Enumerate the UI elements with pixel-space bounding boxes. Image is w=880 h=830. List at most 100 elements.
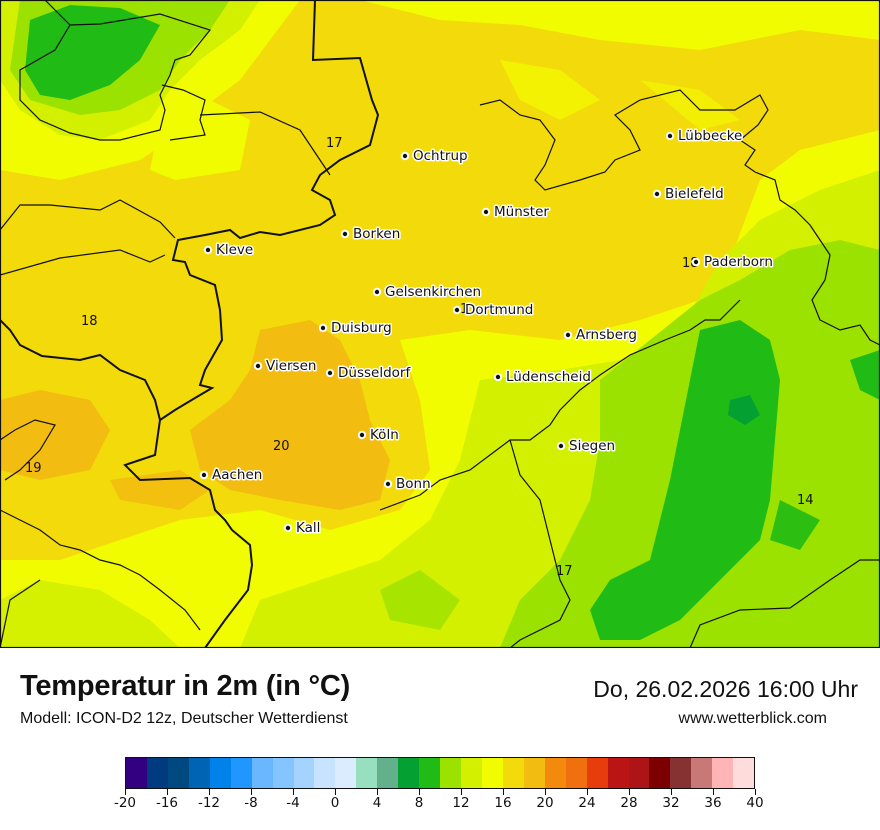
city-dot-icon: [665, 131, 675, 141]
colorbar-segment: [691, 758, 713, 788]
colorbar-segment: [377, 758, 399, 788]
tick-mark: [587, 789, 588, 795]
city-dot-icon: [318, 323, 328, 333]
city-label: Bielefeld: [665, 186, 724, 202]
tick-mark: [629, 789, 630, 795]
city-label: Lübbecke: [678, 128, 742, 144]
city-dot-icon: [383, 479, 393, 489]
city-dot-icon: [400, 151, 410, 161]
tick-mark: [167, 789, 168, 795]
city-marker: Lübbecke: [665, 127, 744, 146]
tick-label: -4: [286, 795, 300, 811]
city-label: Kall: [296, 520, 320, 536]
colorbar-segment: [167, 758, 189, 788]
city-dot-icon: [253, 361, 263, 371]
model-source: Modell: ICON-D2 12z, Deutscher Wetterdie…: [20, 710, 348, 727]
city-dot-icon: [357, 430, 367, 440]
city-label: Düsseldorf: [338, 365, 411, 381]
city-dot-icon: [652, 189, 662, 199]
city-dot-icon: [325, 368, 335, 378]
colorbar-segment: [670, 758, 692, 788]
country-borders: [0, 0, 380, 648]
tick-label: 40: [746, 795, 764, 811]
tick-mark: [377, 789, 378, 795]
city-label: Lüdenscheid: [506, 369, 591, 385]
city-marker: Borken: [340, 225, 402, 244]
isotherm-value-label: 18: [81, 314, 98, 329]
tick-label: 8: [414, 795, 424, 811]
colorbar-segment: [502, 758, 524, 788]
city-marker: Köln: [357, 426, 400, 445]
colorbar-segment: [565, 758, 587, 788]
temperature-map: 17 18 18 1 20 19 14 17 Lübbecke Ochtrup Bielefeld…: [0, 0, 880, 648]
tick-mark: [209, 789, 210, 795]
city-label: Viersen: [266, 358, 316, 374]
city-dot-icon: [283, 523, 293, 533]
city-label: Dortmund: [465, 302, 533, 318]
city-label: Duisburg: [331, 320, 392, 336]
city-label: Münster: [494, 204, 549, 220]
city-label: Paderborn: [704, 254, 773, 270]
city-marker: Paderborn: [691, 253, 774, 272]
tick-mark: [251, 789, 252, 795]
city-markers: Lübbecke Ochtrup Bielefeld Münster Borken Kle…: [199, 127, 774, 538]
tick-label: 4: [372, 795, 382, 811]
tick-label: 0: [330, 795, 340, 811]
isotherm-value-label: 14: [797, 493, 814, 508]
temp-field-6-8: [728, 395, 760, 425]
city-dot-icon: [481, 207, 491, 217]
colorbar-segment: [335, 758, 357, 788]
city-marker: Siegen: [556, 437, 617, 456]
city-dot-icon: [199, 470, 209, 480]
city-label: Ochtrup: [413, 148, 468, 164]
tick-mark: [335, 789, 336, 795]
colorbar-segment: [188, 758, 210, 788]
colorbar-legend: [125, 757, 755, 789]
city-marker: Bielefeld: [652, 185, 725, 204]
isotherm-value-label: 1: [460, 302, 468, 317]
city-label: Gelsenkirchen: [385, 284, 481, 300]
tick-label: 28: [620, 795, 638, 811]
tick-label: 32: [662, 795, 680, 811]
colorbar-ticks: -20 -16 -12 -8 -4 0 4 8 12 16 20 24 28 32 36 40: [114, 789, 764, 819]
state-borders: [0, 0, 880, 648]
city-dot-icon: [556, 441, 566, 451]
website-link[interactable]: www.wetterblick.com: [678, 710, 827, 727]
colorbar-segment: [293, 758, 315, 788]
tick-mark: [671, 789, 672, 795]
city-dot-icon: [493, 372, 503, 382]
colorbar-segment: [440, 758, 461, 788]
tick-mark: [755, 789, 756, 795]
colorbar-segment: [419, 758, 441, 788]
isotherm-value-label: 17: [556, 564, 573, 579]
city-marker: Kleve: [203, 241, 255, 260]
colorbar-segment: [356, 758, 378, 788]
city-marker: Ochtrup: [400, 147, 469, 166]
city-marker: Duisburg: [318, 319, 393, 338]
city-marker: Bonn: [383, 475, 432, 494]
colorbar-segment: [209, 758, 231, 788]
colorbar-segment: [461, 758, 482, 788]
city-dot-icon: [563, 330, 573, 340]
city-marker: Gelsenkirchen: [372, 283, 483, 302]
city-label: Arnsberg: [576, 327, 637, 343]
city-dot-icon: [691, 257, 701, 267]
city-marker: Aachen: [199, 466, 264, 485]
city-dot-icon: [340, 229, 350, 239]
tick-label: 16: [494, 795, 512, 811]
city-marker: Kall: [283, 519, 322, 538]
colorbar-segment: [628, 758, 650, 788]
isotherm-value-label: 19: [25, 461, 42, 476]
tick-label: -8: [244, 795, 258, 811]
colorbar-segment: [649, 758, 671, 788]
colorbar-segment: [712, 758, 734, 788]
colorbar-segment: [251, 758, 273, 788]
chart-title: Temperatur in 2m (in °C): [20, 670, 351, 702]
colorbar-segment: [230, 758, 252, 788]
tick-label: 24: [578, 795, 596, 811]
tick-mark: [545, 789, 546, 795]
colorbar-segment: [272, 758, 294, 788]
tick-label: 36: [704, 795, 722, 811]
city-marker: Viersen: [253, 357, 318, 376]
temp-field-18-20: [0, 320, 390, 510]
